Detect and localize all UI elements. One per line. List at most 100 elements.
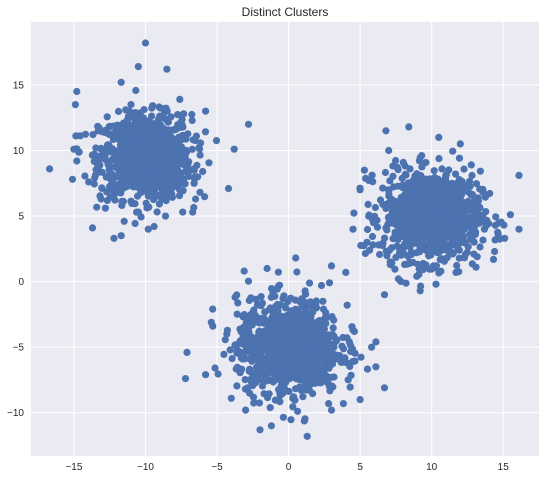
scatter-point [244,277,253,285]
scatter-point [363,365,372,373]
scatter-point [292,385,300,393]
scatter-point [403,228,412,236]
scatter-point [144,225,152,233]
scatter-point [287,294,295,302]
scatter-point [137,163,145,171]
scatter-point [145,203,153,211]
scatter-point [125,107,133,115]
scatter-point [399,221,407,229]
scatter-point [266,404,274,412]
scatter-point [271,309,279,317]
scatter-point [409,216,417,224]
scatter-point [220,350,228,358]
scatter-point [192,132,200,140]
scatter-point [453,261,461,270]
scatter-point [413,272,421,280]
scatter-point [166,191,174,199]
scatter-point [363,225,372,234]
scatter-point [234,299,242,307]
scatter-point [319,305,328,313]
scatter-point [113,121,121,129]
scatter-point [458,190,466,198]
scatter-point [306,380,314,388]
scatter-point [144,121,152,129]
scatter-point [264,360,272,369]
scatter-point [226,346,234,354]
scatter-point [155,132,163,140]
scatter-point [85,178,93,186]
scatter-point [127,144,135,152]
scatter-point [423,183,432,191]
scatter-point [468,171,476,180]
scatter-point [112,154,120,162]
scatter-point [460,225,468,233]
scatter-point [189,208,197,216]
scatter-point [90,180,98,188]
scatter-point [202,107,210,115]
scatter-point [163,134,171,142]
scatter-point [178,131,186,140]
scatter-point [271,376,279,384]
scatter-point [452,268,460,276]
scatter-point [190,179,198,187]
scatter-point [312,300,320,308]
scatter-point [205,159,213,167]
scatter-point [417,172,425,180]
scatter-point [106,193,114,201]
scatter-point [132,170,140,178]
scatter-point [322,372,331,380]
scatter-point [246,355,254,363]
scatter-point [446,186,455,195]
scatter-point [98,168,106,176]
scatter-point [489,255,498,263]
scatter-point [458,177,466,186]
scatter-point [428,193,436,201]
scatter-point [384,186,392,194]
scatter-point [315,317,323,325]
scatter-point [305,386,313,394]
scatter-point [456,140,464,148]
scatter-point [276,359,284,367]
scatter-point [97,144,105,152]
scatter-point [292,254,300,262]
scatter-point [382,127,390,135]
scatter-point [379,184,387,192]
scatter-point [360,242,368,250]
scatter-point [201,128,210,136]
scatter-point [309,308,317,316]
scatter-point [150,196,158,204]
scatter-point [356,186,364,194]
scatter-point [390,183,398,191]
scatter-point [233,382,241,390]
scatter-point [410,182,418,190]
scatter-point [290,393,298,401]
scatter-point [149,102,157,110]
scatter-point [232,365,240,373]
scatter-point [412,249,420,257]
x-tick-label: 5 [357,462,363,473]
scatter-point [273,367,281,375]
scatter-point [101,152,109,160]
scatter-point [435,155,443,163]
scatter-point [154,115,163,123]
scatter-point [129,135,137,143]
scatter-point [479,236,487,244]
scatter-point [476,185,484,193]
scatter-point [476,243,484,251]
scatter-point [342,359,351,367]
scatter-point [271,292,279,300]
scatter-point [356,396,364,404]
scatter-point [297,334,305,342]
scatter-point [282,320,290,328]
scatter-point [288,371,296,379]
scatter-point [146,152,154,160]
scatter-point [442,171,450,179]
scatter-point [395,249,404,257]
scatter-point [284,328,292,336]
scatter-point [417,192,425,200]
scatter-point [239,323,247,332]
scatter-point [171,182,179,190]
scatter-point [81,172,89,180]
scatter-point [134,63,142,71]
scatter-point [144,132,152,140]
